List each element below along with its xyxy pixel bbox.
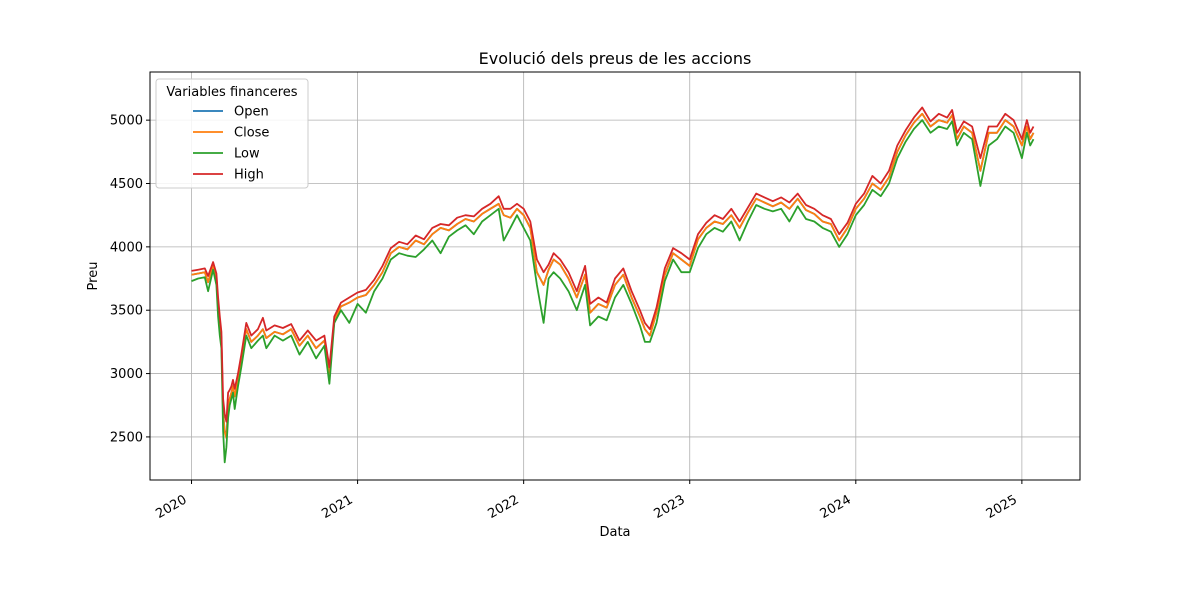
- plot-frame: [149, 71, 1081, 481]
- legend-label-low: Low: [234, 147, 260, 162]
- y-axis-label: Preu: [86, 262, 101, 291]
- x-axis-label: Data: [599, 525, 630, 540]
- legend-label-open: Open: [234, 105, 269, 120]
- series-lines: [191, 106, 1035, 464]
- series-line-low: [191, 119, 1035, 464]
- legend-title: Variables financeres: [166, 85, 297, 100]
- legend-entries: Open Close Low High: [193, 105, 269, 183]
- legend: Variables financeres Open Close Low High: [155, 78, 309, 189]
- legend-label-close: Close: [234, 126, 269, 141]
- series-line-close: [191, 112, 1035, 440]
- y-tick-label: 4000: [110, 240, 143, 255]
- legend-label-high: High: [234, 168, 264, 183]
- series-line-high: [191, 106, 1035, 423]
- y-axis-ticks: 2500 3000 3500 4000 4500 5000: [110, 114, 150, 445]
- chart-title: Evolució dels preus de les accions: [479, 49, 752, 68]
- y-tick-label: 3500: [110, 304, 143, 319]
- legend-box: [155, 78, 309, 189]
- y-tick-label: 4500: [110, 177, 143, 192]
- y-tick-label: 3000: [110, 367, 143, 382]
- y-tick-label: 5000: [110, 114, 143, 129]
- y-tick-label: 2500: [110, 430, 143, 445]
